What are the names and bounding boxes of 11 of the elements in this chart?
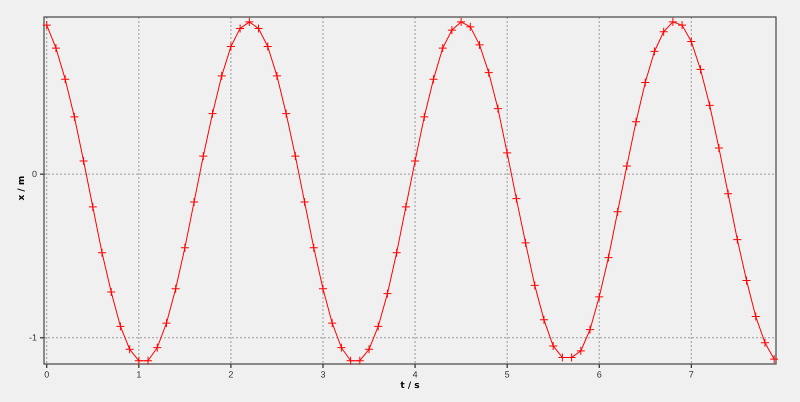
x-tick-label: 5: [504, 369, 510, 380]
x-tick-label: 6: [596, 369, 602, 380]
x-tick-label: 7: [688, 369, 694, 380]
x-tick-label: 3: [320, 369, 326, 380]
y-tick-label: -1: [28, 332, 37, 343]
x-tick-label: 1: [136, 369, 142, 380]
x-tick-label: 2: [228, 369, 234, 380]
x-axis-title: t / s: [400, 381, 420, 391]
x-tick-label: 0: [44, 369, 50, 380]
x-tick-label: 4: [412, 369, 418, 380]
y-axis-title: x / m: [17, 176, 27, 201]
